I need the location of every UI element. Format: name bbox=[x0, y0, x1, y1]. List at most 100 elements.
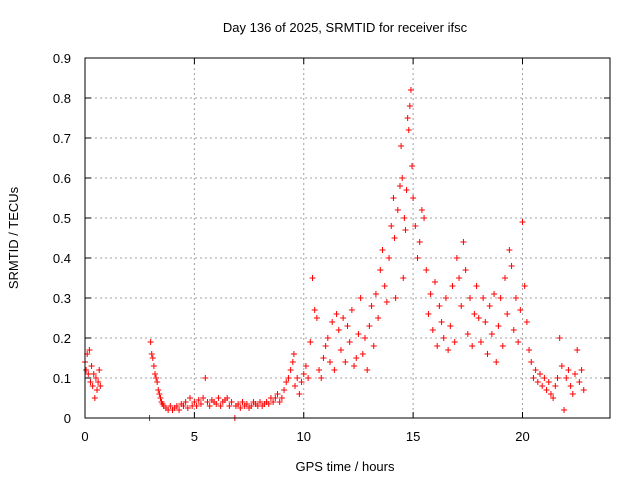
data-point-marker bbox=[155, 387, 162, 393]
data-point-marker bbox=[290, 351, 297, 357]
data-point-marker bbox=[302, 363, 309, 369]
data-point-marker bbox=[213, 401, 220, 407]
data-point-marker bbox=[578, 367, 585, 373]
data-point-marker bbox=[86, 347, 93, 353]
data-point-marker bbox=[237, 405, 244, 411]
data-point-marker bbox=[307, 339, 314, 345]
data-point-marker bbox=[388, 223, 395, 229]
data-point-marker bbox=[154, 379, 161, 385]
data-point-marker bbox=[296, 391, 303, 397]
data-point-marker bbox=[147, 339, 154, 345]
data-point-marker bbox=[197, 401, 204, 407]
data-point-marker bbox=[569, 391, 576, 397]
data-point-marker bbox=[150, 363, 157, 369]
y-tick-label: 0.3 bbox=[53, 291, 71, 306]
data-point-marker bbox=[182, 399, 189, 405]
data-points bbox=[82, 87, 587, 421]
data-point-marker bbox=[372, 291, 379, 297]
data-point-marker bbox=[217, 403, 224, 409]
data-point-marker bbox=[497, 295, 504, 301]
data-point-marker bbox=[558, 363, 565, 369]
data-point-marker bbox=[453, 255, 460, 261]
data-point-marker bbox=[379, 247, 386, 253]
data-point-marker bbox=[574, 347, 581, 353]
data-point-marker bbox=[475, 315, 482, 321]
data-point-marker bbox=[563, 375, 570, 381]
data-point-marker bbox=[191, 399, 198, 405]
data-point-marker bbox=[270, 399, 277, 405]
data-point-marker bbox=[506, 247, 513, 253]
data-point-marker bbox=[226, 403, 233, 409]
data-point-marker bbox=[289, 359, 296, 365]
data-point-marker bbox=[502, 275, 508, 281]
data-point-marker bbox=[90, 371, 97, 377]
data-point-marker bbox=[96, 367, 103, 373]
data-point-marker bbox=[545, 379, 552, 385]
data-point-marker bbox=[547, 391, 554, 397]
data-point-marker bbox=[348, 307, 355, 313]
data-point-marker bbox=[429, 327, 436, 333]
data-point-marker bbox=[541, 375, 548, 381]
data-point-marker bbox=[257, 399, 263, 405]
data-point-marker bbox=[265, 401, 272, 407]
data-point-marker bbox=[406, 103, 413, 109]
axis-ticks: 0 0.1 0.2 0.3 0.4 0.5 0.6 0.7 0.8 0.9 0 5 10 15 20 bbox=[53, 51, 610, 444]
data-point-marker bbox=[515, 339, 522, 345]
data-point-marker bbox=[386, 255, 393, 261]
y-tick-label: 0.2 bbox=[53, 331, 71, 346]
data-point-marker bbox=[285, 375, 292, 381]
data-point-marker bbox=[340, 315, 347, 321]
x-tick-label: 0 bbox=[81, 429, 88, 444]
data-point-marker bbox=[414, 255, 421, 261]
y-tick-label: 0.8 bbox=[53, 91, 71, 106]
data-point-marker bbox=[456, 275, 463, 281]
y-tick-label: 0.6 bbox=[53, 171, 71, 186]
data-point-marker bbox=[432, 279, 438, 285]
data-point-marker bbox=[449, 283, 456, 289]
data-point-marker bbox=[156, 391, 163, 397]
data-point-marker bbox=[556, 335, 563, 341]
data-point-marker bbox=[512, 295, 519, 301]
data-point-marker bbox=[390, 195, 397, 201]
y-axis-label: SRMTID / TECUs bbox=[6, 186, 21, 289]
data-point-marker bbox=[442, 295, 449, 301]
data-point-marker bbox=[318, 375, 325, 381]
x-tick-label: 15 bbox=[406, 429, 420, 444]
data-point-marker bbox=[305, 375, 312, 381]
data-point-marker bbox=[425, 311, 432, 317]
data-point-marker bbox=[473, 283, 480, 289]
data-point-marker bbox=[438, 319, 445, 325]
data-point-marker bbox=[292, 383, 298, 389]
data-point-marker bbox=[235, 401, 242, 407]
data-point-marker bbox=[565, 367, 572, 373]
data-point-marker bbox=[399, 175, 406, 181]
data-point-marker bbox=[458, 303, 465, 309]
data-point-marker bbox=[530, 375, 537, 381]
data-point-marker bbox=[97, 383, 104, 389]
data-point-marker bbox=[366, 323, 373, 329]
data-point-marker bbox=[404, 115, 411, 121]
x-tick-label: 10 bbox=[297, 429, 311, 444]
data-point-marker bbox=[313, 315, 320, 321]
y-tick-label: 0.4 bbox=[53, 251, 71, 266]
data-point-marker bbox=[434, 343, 441, 349]
data-point-marker bbox=[298, 379, 305, 385]
data-point-marker bbox=[329, 319, 336, 325]
data-point-marker bbox=[180, 403, 187, 409]
data-point-marker bbox=[567, 383, 574, 389]
data-point-marker bbox=[94, 387, 101, 393]
data-point-marker bbox=[355, 331, 362, 337]
data-point-marker bbox=[87, 379, 94, 385]
data-point-marker bbox=[324, 335, 331, 341]
data-point-marker bbox=[552, 383, 559, 389]
data-point-marker bbox=[576, 379, 583, 385]
data-point-marker bbox=[173, 403, 180, 409]
data-point-marker bbox=[89, 383, 96, 389]
data-point-marker bbox=[353, 355, 360, 361]
data-point-marker bbox=[281, 387, 288, 393]
x-tick-label: 5 bbox=[191, 429, 198, 444]
data-point-marker bbox=[215, 395, 222, 401]
data-point-marker bbox=[534, 379, 541, 385]
y-tick-label: 0 bbox=[64, 411, 71, 426]
data-point-marker bbox=[554, 375, 561, 381]
